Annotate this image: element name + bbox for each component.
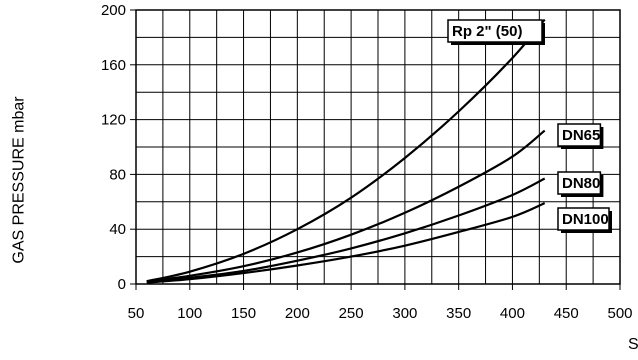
plot-frame [135,9,621,285]
y-tick-label: 40 [109,221,126,238]
x-tick-label: 200 [285,305,310,322]
x-tick-label: 400 [500,305,525,322]
series-label-box: DN65 [557,123,604,149]
y-tick-labels: 0 40 80 120 160 200 [101,2,136,293]
series-label-box: DN100 [557,207,612,233]
axes [135,9,621,285]
y-axis-label-wrap: GAS PRESSURE mbar [8,60,32,300]
y-tick-label: 160 [101,57,126,74]
x-tick-label: 300 [392,305,417,322]
grid [135,9,621,285]
y-axis-label: GAS PRESSURE mbar [11,96,28,264]
series-label-box: DN80 [557,171,604,197]
series-label: Rp 2" (50) [452,23,522,40]
x-tick-label: 50 [128,305,145,322]
y-tick-label: 200 [101,2,126,19]
y-tick-label: 80 [109,166,126,183]
x-tick-label: 500 [607,305,632,322]
y-tick-label: 120 [101,112,126,129]
series-line [146,202,546,284]
series-line [146,177,546,284]
y-tick-label: 0 [118,276,126,293]
series-line [146,129,546,283]
x-tick-label: 100 [177,305,202,322]
x-tick-label: 150 [231,305,256,322]
series-labels: Rp 2" (50) DN65 DN80 DN100 [447,19,612,233]
series-label: DN65 [562,127,600,144]
series-label: DN80 [562,175,600,192]
x-tick-label: 450 [554,305,579,322]
series-lines [146,18,546,284]
series-label: DN100 [562,211,609,228]
x-axis-label: S [628,336,638,353]
x-tick-label: 250 [339,305,364,322]
series-line [146,18,546,283]
x-tick-labels: 50 100 150 200 250 300 350 400 450 500 [128,284,633,322]
x-tick-label: 350 [446,305,471,322]
series-label-box: Rp 2" (50) [447,19,545,45]
